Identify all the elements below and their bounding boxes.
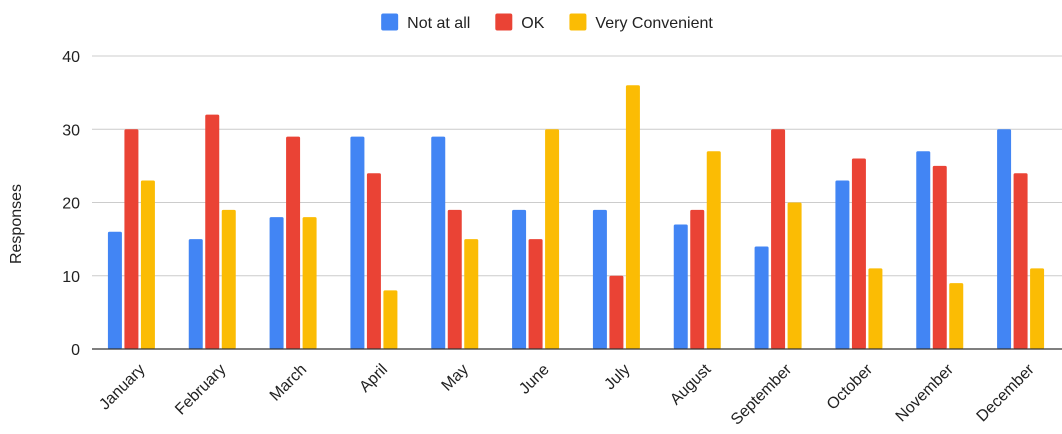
bar-very-convenient-august: [706, 151, 721, 349]
legend-label: Very Convenient: [595, 15, 713, 32]
bar-very-convenient-may: [464, 239, 479, 349]
y-tick-label: 40: [62, 49, 80, 66]
bar-group-march: [269, 136, 317, 349]
legend-swatch: [569, 13, 587, 31]
bar-very-convenient-december: [1030, 268, 1045, 349]
bar-ok-october: [851, 158, 866, 349]
bars: [107, 85, 1045, 350]
bar-ok-january: [124, 129, 139, 349]
bar-ok-may: [447, 209, 462, 349]
bar-not-at-all-september: [754, 246, 769, 349]
bar-ok-november: [932, 165, 947, 349]
legend-item-not-at-all[interactable]: Not at all: [381, 13, 470, 33]
bar-group-september: [754, 129, 802, 349]
bar-group-january: [107, 129, 155, 349]
bar-ok-december: [1013, 173, 1028, 349]
bar-ok-february: [205, 114, 220, 349]
bar-very-convenient-june: [545, 129, 560, 349]
gridlines: [92, 55, 1062, 277]
legend-item-very-convenient[interactable]: Very Convenient: [569, 13, 713, 33]
bar-very-convenient-november: [949, 283, 964, 349]
bar-not-at-all-july: [592, 209, 607, 349]
bar-group-may: [431, 136, 479, 349]
x-tick-label: June: [516, 361, 553, 398]
bar-not-at-all-april: [350, 136, 365, 349]
bar-very-convenient-february: [221, 209, 236, 349]
bar-ok-june: [528, 239, 543, 349]
bar-ok-march: [286, 136, 301, 349]
x-axis-ticks: January February March April May June July Augu…: [96, 361, 1038, 429]
bar-very-convenient-april: [383, 290, 398, 349]
bar-very-convenient-january: [140, 180, 155, 349]
bar-ok-september: [771, 129, 786, 349]
bar-group-june: [512, 129, 560, 349]
y-axis-label: Responses: [8, 184, 25, 264]
bar-group-august: [673, 151, 721, 349]
x-tick-label: March: [267, 361, 310, 404]
x-tick-label: November: [893, 361, 958, 426]
x-tick-label: October: [824, 361, 877, 414]
bar-not-at-all-january: [107, 231, 122, 349]
bar-not-at-all-may: [431, 136, 446, 349]
bar-very-convenient-march: [302, 217, 317, 349]
bar-very-convenient-october: [868, 268, 883, 349]
bar-not-at-all-november: [916, 151, 931, 349]
bar-very-convenient-september: [787, 202, 802, 349]
bar-group-february: [188, 114, 236, 349]
bar-ok-july: [609, 275, 624, 349]
legend-label: Not at all: [407, 15, 470, 32]
bar-not-at-all-october: [835, 180, 850, 349]
legend-label: OK: [521, 15, 544, 32]
y-tick-label: 20: [62, 196, 80, 213]
bar-group-july: [592, 85, 640, 350]
bar-not-at-all-february: [188, 239, 203, 349]
x-tick-label: January: [96, 361, 148, 413]
bar-ok-april: [366, 173, 381, 349]
legend-swatch: [495, 13, 513, 31]
x-tick-label: May: [439, 361, 472, 394]
y-tick-label: 10: [62, 269, 80, 286]
x-tick-label: February: [172, 361, 229, 418]
bar-not-at-all-december: [997, 129, 1012, 349]
y-axis-ticks: 0 10 20 30 40: [62, 49, 80, 359]
legend-item-ok[interactable]: OK: [495, 13, 545, 33]
y-tick-label: 30: [62, 122, 80, 139]
y-tick-label: 0: [71, 342, 80, 359]
x-tick-label: August: [667, 361, 715, 409]
x-tick-label: December: [974, 361, 1039, 426]
bar-group-april: [350, 136, 398, 349]
x-tick-label: April: [356, 361, 391, 396]
bar-not-at-all-june: [512, 209, 527, 349]
bar-ok-august: [690, 209, 705, 349]
bar-group-november: [916, 151, 964, 349]
bar-not-at-all-march: [269, 217, 284, 349]
legend-swatch: [381, 13, 399, 31]
bar-not-at-all-august: [673, 224, 688, 349]
legend: Not at all OK Very Convenient: [381, 13, 713, 33]
bar-group-december: [997, 129, 1045, 349]
x-tick-label: July: [601, 361, 633, 393]
x-tick-label: September: [728, 361, 796, 429]
bar-group-october: [835, 158, 883, 349]
bar-very-convenient-july: [625, 85, 640, 350]
